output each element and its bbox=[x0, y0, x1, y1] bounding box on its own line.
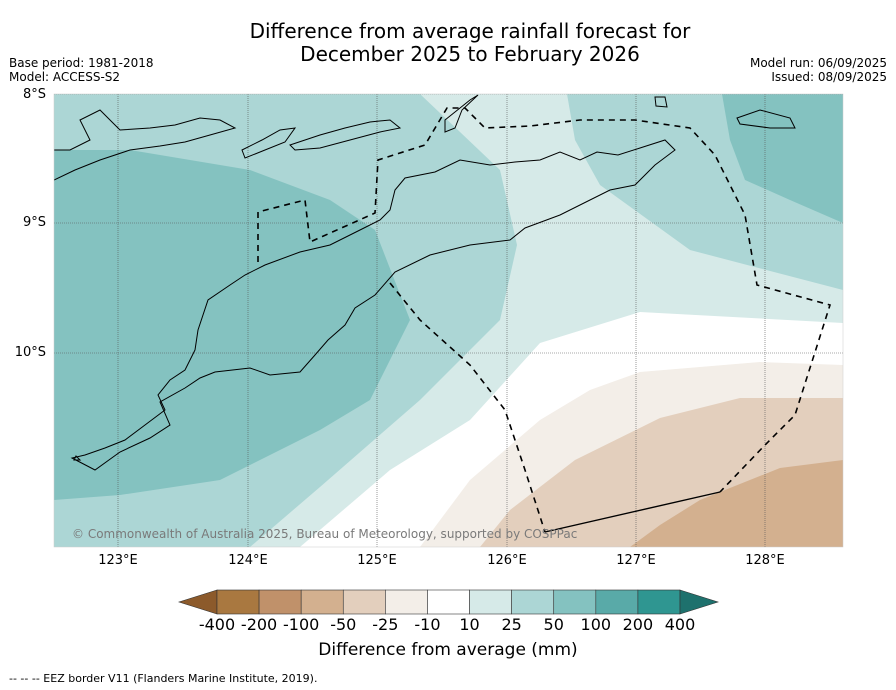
colorbar-tick-label: 10 bbox=[459, 615, 480, 634]
colorbar-tick-label: 100 bbox=[580, 615, 612, 634]
colorbar-tick-label: 25 bbox=[501, 615, 522, 634]
colorbar-segment bbox=[469, 589, 512, 615]
model-name: Model: ACCESS-S2 bbox=[9, 70, 121, 84]
lat-label-8s: 8°S bbox=[22, 87, 46, 102]
colorbar-segment bbox=[553, 589, 597, 615]
copyright-text: © Commonwealth of Australia 2025, Bureau… bbox=[72, 527, 578, 541]
colorbar-segment bbox=[637, 589, 681, 615]
colorbar-tick-label: -400 bbox=[198, 615, 236, 634]
colorbar-segments bbox=[178, 589, 719, 615]
colorbar-tick-label: -100 bbox=[283, 615, 320, 634]
colorbar-tick-labels: -400 -200 -100 -50 -25 -10 10 25 50 100 200 400 bbox=[0, 615, 896, 635]
land-outlines bbox=[54, 94, 796, 471]
north-island-3 bbox=[241, 127, 297, 159]
colorbar-segment bbox=[595, 589, 639, 615]
lon-label-125e: 125°E bbox=[357, 553, 397, 568]
colorbar-tick-label: -200 bbox=[240, 615, 278, 634]
eez-footnote: -- -- -- EEZ border V11 (Flanders Marine… bbox=[9, 672, 318, 685]
colorbar-tick-label: 200 bbox=[622, 615, 654, 634]
north-island-2 bbox=[289, 119, 402, 151]
colorbar-segment bbox=[385, 589, 428, 615]
timor-island-outline bbox=[70, 139, 676, 471]
colorbar-segment bbox=[216, 589, 260, 615]
chart-title: Difference from average rainfall forecas… bbox=[140, 20, 800, 66]
meta-right: Model run: 06/09/2025 Issued: 08/09/2025 bbox=[750, 56, 887, 84]
graticule bbox=[54, 94, 843, 547]
lon-label-128e: 128°E bbox=[745, 553, 785, 568]
model-run: Model run: 06/09/2025 bbox=[749, 56, 887, 70]
meta-left: Base period: 1981-2018 Model: ACCESS-S2 bbox=[9, 56, 154, 84]
colorbar-extend-high bbox=[679, 589, 719, 615]
colorbar-segment bbox=[427, 589, 470, 615]
colorbar-extend-low bbox=[178, 589, 218, 615]
colorbar-tick-label: -10 bbox=[414, 615, 441, 634]
title-line-1: Difference from average rainfall forecas… bbox=[249, 19, 691, 43]
title-line-2: December 2025 to February 2026 bbox=[300, 42, 640, 66]
lat-label-10s: 10°S bbox=[14, 345, 46, 360]
colorbar-segment bbox=[342, 589, 386, 615]
colorbar-segment bbox=[511, 589, 555, 615]
eez-border-line bbox=[544, 491, 721, 533]
contour-50-100-ne bbox=[722, 94, 843, 223]
lon-label-127e: 127°E bbox=[616, 553, 656, 568]
colorbar-tick-label: -50 bbox=[330, 615, 357, 634]
colorbar-segment bbox=[258, 589, 302, 615]
colorbar-segment bbox=[300, 589, 344, 615]
lat-label-9s: 9°S bbox=[22, 215, 46, 230]
issued-date: Issued: 08/09/2025 bbox=[771, 70, 887, 84]
colorbar-tick-label: 50 bbox=[543, 615, 564, 634]
lon-label-126e: 126°E bbox=[487, 553, 527, 568]
contour-50-100 bbox=[54, 150, 410, 500]
lon-label-123e: 123°E bbox=[98, 553, 138, 568]
rainfall-contours bbox=[54, 94, 843, 547]
small-island-2 bbox=[73, 455, 82, 461]
colorbar-title: Difference from average (mm) bbox=[318, 640, 578, 660]
colorbar-tick-label: 400 bbox=[664, 615, 696, 634]
colorbar-tick-label: -25 bbox=[372, 615, 399, 634]
tanimbar-islands bbox=[736, 109, 796, 129]
eez-border-south bbox=[389, 282, 546, 533]
contour-minus-50 bbox=[630, 460, 843, 547]
lon-label-124e: 124°E bbox=[228, 553, 268, 568]
map-frame bbox=[53, 93, 844, 548]
small-island-1 bbox=[654, 96, 668, 108]
north-islands-outline bbox=[54, 109, 237, 181]
base-period: Base period: 1981-2018 bbox=[9, 56, 154, 70]
wetar-island bbox=[444, 94, 479, 133]
